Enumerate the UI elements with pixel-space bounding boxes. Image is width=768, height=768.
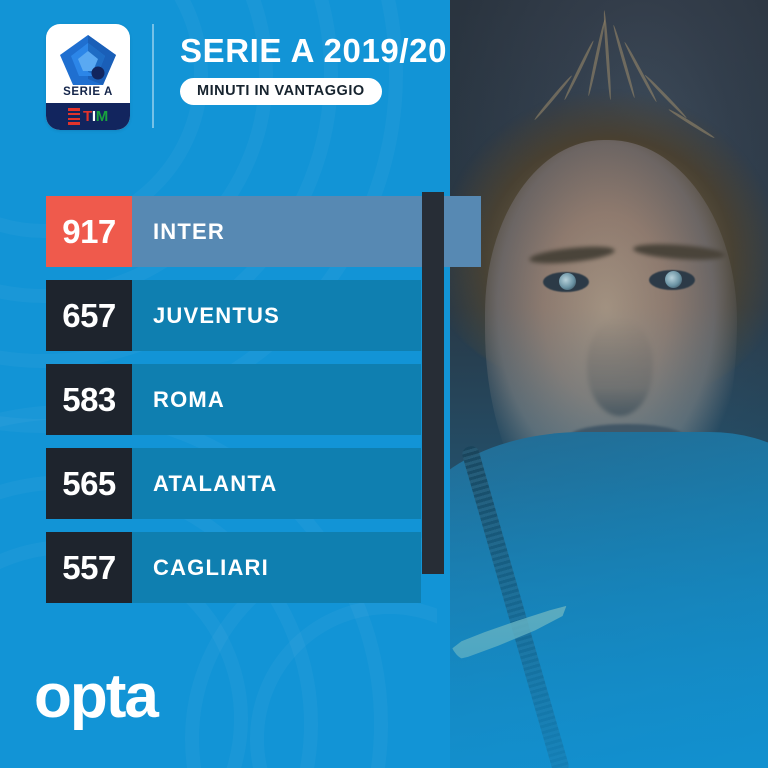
page-title: SERIE A 2019/20 xyxy=(180,32,448,69)
row-value-box: 657 xyxy=(46,280,132,351)
row-bar: ROMA xyxy=(132,364,421,435)
chart-row: 917 INTER xyxy=(46,196,481,267)
row-value: 557 xyxy=(62,549,116,586)
row-bar: JUVENTUS xyxy=(132,280,421,351)
row-value-box: 565 xyxy=(46,448,132,519)
row-bar: ATALANTA xyxy=(132,448,421,519)
row-value: 657 xyxy=(62,297,116,334)
chart-row: 557 CAGLIARI xyxy=(46,532,438,603)
row-value-box: 557 xyxy=(46,532,132,603)
row-value: 917 xyxy=(62,213,116,250)
header-titles: SERIE A 2019/20 MINUTI IN VANTAGGIO xyxy=(180,24,447,105)
row-value: 565 xyxy=(62,465,116,502)
tim-bars-icon xyxy=(68,108,81,125)
serie-a-logo-text: SERIE A xyxy=(63,86,113,98)
serie-a-emblem-icon xyxy=(60,35,116,85)
row-team-label: INTER xyxy=(153,218,225,244)
chart-row: 583 ROMA xyxy=(46,364,438,435)
row-team-label: CAGLIARI xyxy=(153,554,269,580)
row-team-label: ATALANTA xyxy=(153,470,278,496)
row-team-label: ROMA xyxy=(153,386,226,412)
opta-logo: opta xyxy=(34,662,159,731)
photo-color-overlay xyxy=(437,0,768,768)
row-bar: CAGLIARI xyxy=(132,532,421,603)
chart-row: 565 ATALANTA xyxy=(46,448,438,519)
ranking-chart: 917 INTER 657 JUVENTUS 583 ROMA 565 ATALANTA 557… xyxy=(46,196,481,603)
row-value: 583 xyxy=(62,381,116,418)
row-value-box: 917 xyxy=(46,196,132,267)
coach-portrait-photo xyxy=(437,0,768,768)
row-value-box: 583 xyxy=(46,364,132,435)
subtitle-badge: MINUTI IN VANTAGGIO xyxy=(180,78,382,105)
header-divider xyxy=(152,24,154,128)
row-team-label: JUVENTUS xyxy=(153,302,280,328)
chart-row: 657 JUVENTUS xyxy=(46,280,438,351)
chart-right-edge-bar xyxy=(422,192,444,574)
